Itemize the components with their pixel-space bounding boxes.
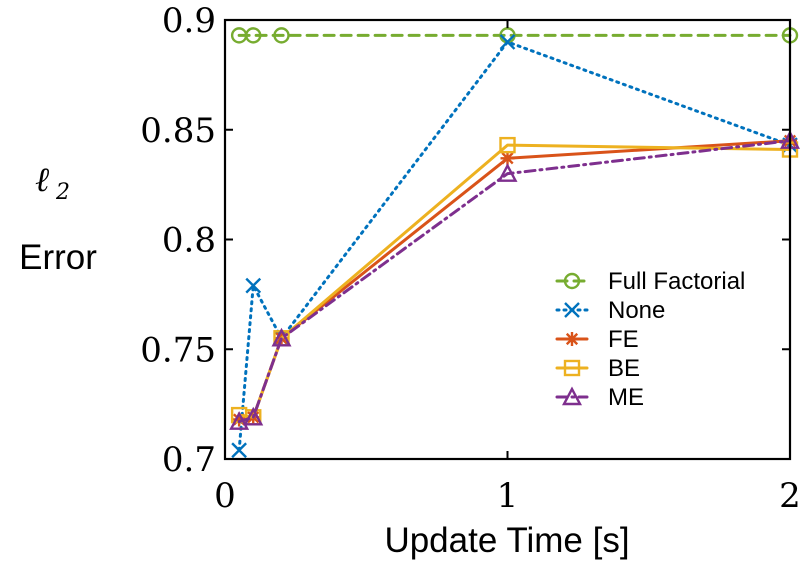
y-axis-subscript: 2 [55, 180, 70, 205]
legend-item-full-factorial: Full Factorial [555, 268, 745, 295]
x-tick-label-1: 0 [214, 476, 236, 516]
data-point-fe-4 [500, 151, 515, 166]
legend-marker-be [563, 359, 581, 377]
legend-label-full-factorial: Full Factorial [608, 268, 745, 295]
data-point-none-2 [245, 277, 262, 294]
x-axis-label: Update Time [s] [384, 521, 629, 560]
data-point-full-factorial-3 [273, 27, 290, 44]
legend-item-none: None [555, 297, 665, 324]
legend-item-fe: FE [555, 326, 639, 353]
data-point-me-3 [271, 327, 292, 347]
y-tick-label-5: 0.9 [162, 1, 216, 41]
x-tick-label-3: 2 [779, 476, 801, 516]
data-point-be-4 [499, 136, 516, 154]
legend-item-be: BE [555, 355, 640, 382]
legend-label-fe: FE [608, 326, 639, 353]
x-tick-label-2: 1 [497, 476, 519, 516]
axis-ticks: 0.7 0.75 0.8 0.85 0.9 0 1 2 [140, 1, 801, 516]
legend-marker-none [564, 302, 580, 318]
legend-label-me: ME [608, 384, 644, 411]
plot-frame [223, 18, 792, 461]
y-tick-label-4: 0.85 [140, 111, 216, 151]
y-tick-label-3: 0.8 [162, 221, 216, 261]
legend-marker-full-factorial [563, 272, 581, 290]
data-point-me-2 [243, 406, 264, 426]
y-axis-label: Error [19, 238, 97, 277]
data-point-full-factorial-2 [245, 27, 262, 44]
legend-label-be: BE [608, 355, 640, 382]
series-me [229, 130, 800, 430]
y-tick-label-1: 0.7 [162, 440, 216, 480]
data-point-none-1 [231, 442, 247, 459]
data-point-me-1 [229, 411, 250, 430]
legend-item-me: ME [555, 384, 644, 411]
series-line-none [237, 40, 792, 452]
legend-marker-fe [565, 332, 579, 346]
legend-label-none: None [608, 297, 665, 324]
y-tick-label-2: 0.75 [140, 330, 216, 370]
series-none [231, 34, 798, 459]
y-axis-symbol: ℓ [35, 160, 49, 200]
data-point-me-4 [497, 163, 518, 182]
data-point-none-4 [499, 34, 516, 50]
plot-area [229, 27, 800, 459]
legend-marker-me [562, 386, 582, 406]
data-point-fe-1 [232, 412, 247, 427]
